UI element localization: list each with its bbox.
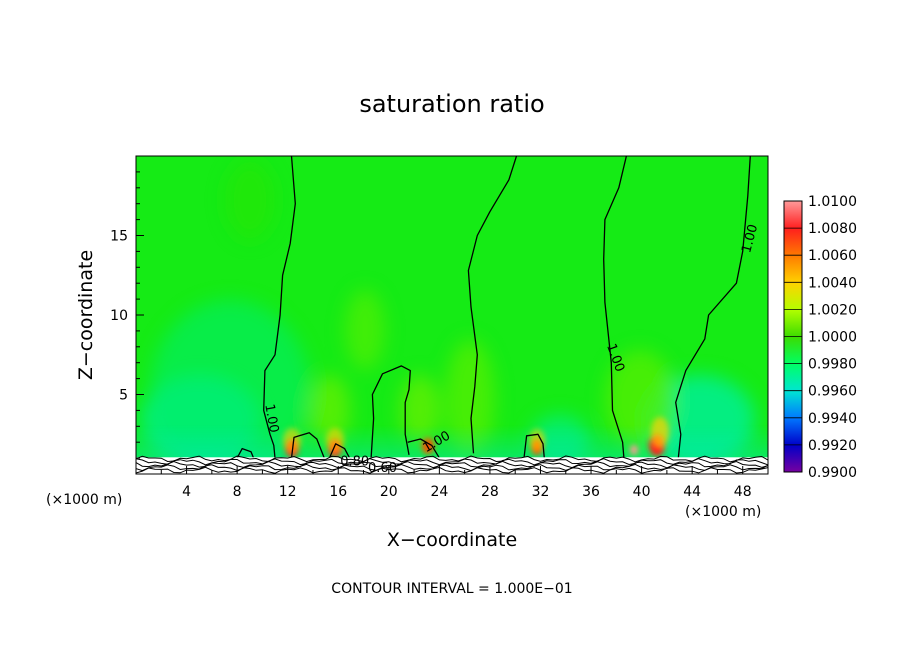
- contour-interval-note: CONTOUR INTERVAL = 1.000E−01: [331, 581, 572, 597]
- y-tick-label: 15: [110, 229, 128, 245]
- contour-line-9: [523, 433, 545, 459]
- colorbar-level-label: 0.9900: [808, 465, 857, 481]
- colorbar-segment: [784, 390, 802, 419]
- colorbar-segment: [784, 363, 802, 392]
- contour-line-5: [675, 156, 751, 459]
- colorbar-level-label: 1.0060: [808, 248, 857, 264]
- colorbar-level-label: 0.9940: [808, 411, 857, 427]
- contour-lines: [236, 156, 751, 459]
- y-axis-label: Z−coordinate: [75, 250, 97, 380]
- hotspot: [283, 428, 301, 452]
- chart-title: saturation ratio: [359, 90, 544, 118]
- hotspot: [326, 428, 344, 452]
- x-axis-label: X−coordinate: [387, 529, 517, 551]
- x-tick-label: 44: [683, 484, 701, 500]
- x-tick-label: 4: [182, 484, 191, 500]
- colorbar-segment: [784, 309, 802, 337]
- colorbar-segment: [784, 444, 802, 473]
- y-tick-label: 5: [119, 388, 128, 404]
- contour-line-7: [290, 432, 325, 459]
- x-tick-label: 36: [582, 484, 600, 500]
- colorbar-level-label: 0.9920: [808, 438, 857, 454]
- x-tick-label: 12: [279, 484, 297, 500]
- x-tick-label: 16: [329, 484, 347, 500]
- colorbar: 1.0100 1.0080 1.0060 1.0040 1.0020 1.0000 0.99…: [783, 194, 857, 481]
- contour-label-5: 0.80: [340, 455, 369, 470]
- colorbar-level-label: 0.9960: [808, 384, 857, 400]
- contour-label-6: 0.60: [368, 461, 397, 476]
- colorbar-segment: [784, 417, 802, 446]
- colorbar-level-label: 1.0040: [808, 275, 857, 291]
- x-axis: 4 8 12 16 20 24 28 32 36 40 44 48: [160, 466, 752, 500]
- contour-label-4: 1.00: [739, 223, 761, 255]
- colorbar-segment: [784, 336, 802, 365]
- surface-contour-3: [136, 460, 768, 469]
- colorbar-level-label: 1.0080: [808, 221, 857, 237]
- x-tick-label: 40: [633, 484, 651, 500]
- y-tick-label: 10: [110, 308, 128, 324]
- x-tick-label: 8: [233, 484, 242, 500]
- x-unit-left: (×1000 m): [46, 492, 122, 508]
- x-tick-label: 24: [430, 484, 448, 500]
- y-axis: 5 10 15: [110, 171, 144, 459]
- colorbar-segment: [784, 228, 802, 256]
- hotspot: [630, 445, 638, 455]
- plot-field: [136, 156, 768, 474]
- surface-contour-5: [136, 466, 768, 474]
- supersaturation-spots: [283, 417, 669, 457]
- contour-line-10: [236, 447, 255, 459]
- colorbar-level-label: 1.0020: [808, 302, 857, 318]
- colorbar-segment: [784, 282, 802, 310]
- x-tick-label: 20: [380, 484, 398, 500]
- colorbar-level-label: 0.9980: [808, 357, 857, 373]
- field-patch: [225, 160, 275, 240]
- colorbar-segment: [784, 255, 802, 283]
- colorbar-level-label: 1.0000: [808, 330, 857, 346]
- x-tick-label: 32: [532, 484, 550, 500]
- contour-line-6: [370, 365, 411, 459]
- colorbar-level-label: 1.0100: [808, 194, 857, 210]
- hotspot: [651, 417, 669, 447]
- surface-contour-1: [136, 455, 768, 463]
- contour-line-2: [467, 156, 518, 454]
- contour-label-1: 1.00: [261, 403, 281, 434]
- x-tick-label: 28: [481, 484, 499, 500]
- contour-line-1: [263, 156, 296, 459]
- field-patch: [345, 290, 385, 370]
- surface-contour-2: [136, 458, 768, 466]
- surface-layer: [136, 455, 768, 474]
- x-tick-label: 48: [734, 484, 752, 500]
- colorbar-segment: [784, 201, 802, 229]
- contour-line-4: [603, 156, 628, 459]
- contour-line-3: [407, 438, 440, 459]
- x-unit-right: (×1000 m): [685, 504, 761, 520]
- contour-line-8: [328, 443, 351, 459]
- hotspot: [529, 429, 545, 451]
